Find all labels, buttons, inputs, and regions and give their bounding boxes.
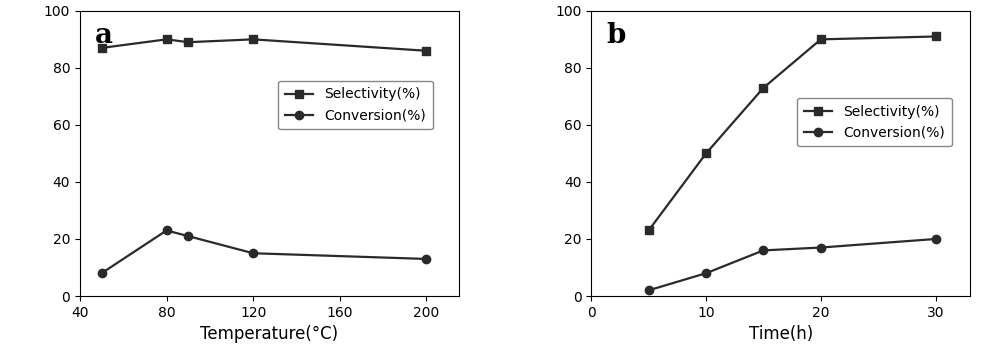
Line: Conversion(%): Conversion(%) — [644, 235, 940, 295]
Line: Selectivity(%): Selectivity(%) — [97, 35, 430, 55]
Line: Conversion(%): Conversion(%) — [97, 226, 430, 277]
Selectivity(%) — [930, 34, 942, 39]
Selectivity(%) — [96, 46, 108, 50]
Selectivity(%) — [700, 151, 712, 156]
Conversion(%) — [420, 257, 432, 261]
Legend: Selectivity(%), Conversion(%): Selectivity(%), Conversion(%) — [278, 81, 433, 129]
Conversion(%) — [161, 228, 173, 232]
Selectivity(%) — [182, 40, 194, 44]
Text: a: a — [95, 22, 113, 49]
Conversion(%) — [757, 248, 769, 253]
Selectivity(%) — [247, 37, 259, 42]
Conversion(%) — [182, 234, 194, 238]
Selectivity(%) — [757, 86, 769, 90]
Conversion(%) — [700, 271, 712, 275]
X-axis label: Temperature(°C): Temperature(°C) — [200, 325, 338, 343]
Conversion(%) — [643, 288, 655, 292]
Selectivity(%) — [161, 37, 173, 42]
Legend: Selectivity(%), Conversion(%): Selectivity(%), Conversion(%) — [797, 97, 952, 147]
Conversion(%) — [815, 245, 827, 250]
Conversion(%) — [930, 237, 942, 241]
Selectivity(%) — [815, 37, 827, 42]
Conversion(%) — [247, 251, 259, 256]
Line: Selectivity(%): Selectivity(%) — [644, 32, 940, 235]
Text: b: b — [606, 22, 626, 49]
Selectivity(%) — [643, 228, 655, 232]
X-axis label: Time(h): Time(h) — [749, 325, 813, 343]
Selectivity(%) — [420, 49, 432, 53]
Conversion(%) — [96, 271, 108, 275]
